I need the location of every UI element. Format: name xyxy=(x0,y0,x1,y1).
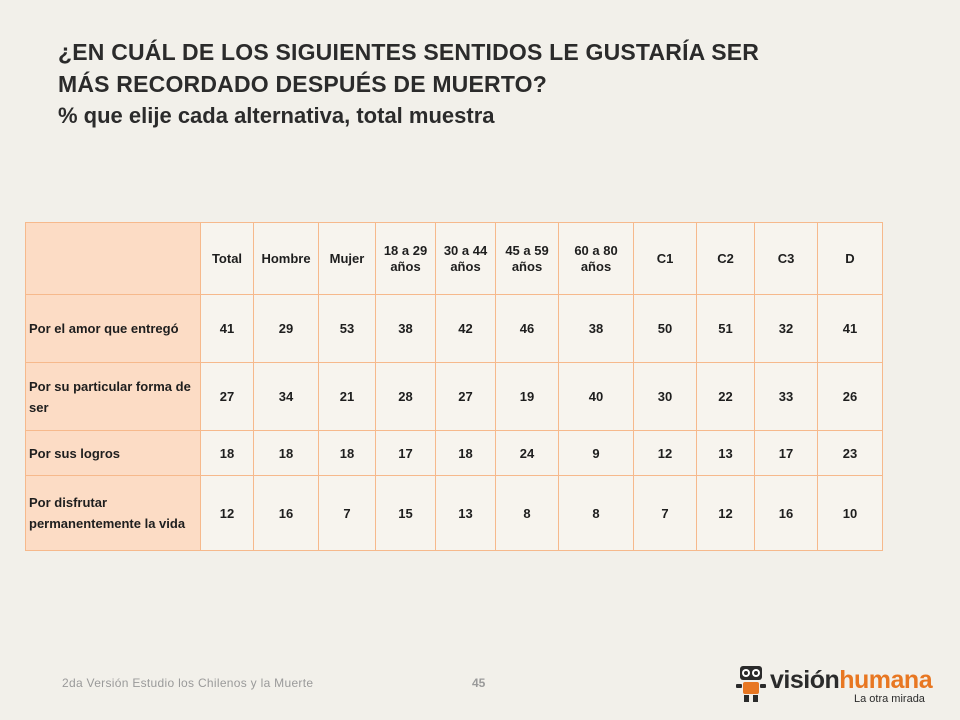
table-row: Por sus logros 18 18 18 17 18 24 9 12 13… xyxy=(25,430,883,476)
column-header: 60 a 80 años xyxy=(558,222,634,295)
table-cell: 26 xyxy=(817,362,883,431)
table-corner-cell xyxy=(25,222,201,295)
column-header: C2 xyxy=(696,222,755,295)
table-cell: 40 xyxy=(558,362,634,431)
table-cell: 24 xyxy=(495,430,559,476)
table-cell: 32 xyxy=(754,294,818,363)
table-cell: 46 xyxy=(495,294,559,363)
row-label: Por disfrutar permanentemente la vida xyxy=(25,475,201,551)
table-cell: 19 xyxy=(495,362,559,431)
visionhumana-logo: visiónhumana La otra mirada xyxy=(732,662,933,708)
table-cell: 18 xyxy=(435,430,496,476)
results-table: Total Hombre Mujer 18 a 29 años 30 a 44 … xyxy=(25,222,883,551)
table-cell: 23 xyxy=(817,430,883,476)
table-cell: 29 xyxy=(253,294,319,363)
column-header: Hombre xyxy=(253,222,319,295)
table-cell: 7 xyxy=(633,475,697,551)
table-cell: 21 xyxy=(318,362,376,431)
table-cell: 30 xyxy=(633,362,697,431)
footer-study-name: 2da Versión Estudio los Chilenos y la Mu… xyxy=(62,676,314,690)
table-cell: 13 xyxy=(696,430,755,476)
slide-title: ¿EN CUÁL DE LOS SIGUIENTES SENTIDOS LE G… xyxy=(58,36,918,132)
table-cell: 42 xyxy=(435,294,496,363)
table-cell: 17 xyxy=(754,430,818,476)
page-number: 45 xyxy=(472,676,486,690)
table-cell: 10 xyxy=(817,475,883,551)
brand-name-part1: visión xyxy=(770,666,840,694)
column-header: 45 a 59 años xyxy=(495,222,559,295)
table-cell: 16 xyxy=(253,475,319,551)
table-cell: 18 xyxy=(200,430,254,476)
row-label: Por sus logros xyxy=(25,430,201,476)
brand-name: visiónhumana xyxy=(770,666,933,694)
table-cell: 33 xyxy=(754,362,818,431)
table-cell: 12 xyxy=(200,475,254,551)
table-cell: 18 xyxy=(253,430,319,476)
title-subtitle: % que elije cada alternativa, total mues… xyxy=(58,103,495,128)
robot-mascot-icon xyxy=(736,666,766,702)
table-cell: 12 xyxy=(633,430,697,476)
column-header: C1 xyxy=(633,222,697,295)
column-header: 30 a 44 años xyxy=(435,222,496,295)
column-header: C3 xyxy=(754,222,818,295)
table-cell: 27 xyxy=(200,362,254,431)
row-label: Por el amor que entregó xyxy=(25,294,201,363)
column-header: D xyxy=(817,222,883,295)
table-cell: 53 xyxy=(318,294,376,363)
table-cell: 17 xyxy=(375,430,436,476)
table-cell: 13 xyxy=(435,475,496,551)
table-cell: 7 xyxy=(318,475,376,551)
table-cell: 8 xyxy=(558,475,634,551)
table-cell: 8 xyxy=(495,475,559,551)
table-cell: 34 xyxy=(253,362,319,431)
table-cell: 28 xyxy=(375,362,436,431)
title-line-1: ¿EN CUÁL DE LOS SIGUIENTES SENTIDOS LE G… xyxy=(58,39,760,65)
table-cell: 15 xyxy=(375,475,436,551)
title-line-2: MÁS RECORDADO DESPUÉS DE MUERTO? xyxy=(58,71,548,97)
table-row: Por el amor que entregó 41 29 53 38 42 4… xyxy=(25,294,883,363)
table-cell: 38 xyxy=(558,294,634,363)
row-label: Por su particular forma de ser xyxy=(25,362,201,431)
table-cell: 50 xyxy=(633,294,697,363)
brand-name-part2: humana xyxy=(839,666,933,694)
column-header: 18 a 29 años xyxy=(375,222,436,295)
table-cell: 22 xyxy=(696,362,755,431)
table-header-row: Total Hombre Mujer 18 a 29 años 30 a 44 … xyxy=(25,222,883,295)
table-cell: 9 xyxy=(558,430,634,476)
table-cell: 27 xyxy=(435,362,496,431)
table-cell: 41 xyxy=(200,294,254,363)
table-row: Por su particular forma de ser 27 34 21 … xyxy=(25,362,883,431)
column-header: Mujer xyxy=(318,222,376,295)
table-cell: 16 xyxy=(754,475,818,551)
table-cell: 38 xyxy=(375,294,436,363)
table-cell: 18 xyxy=(318,430,376,476)
table-cell: 12 xyxy=(696,475,755,551)
table-row: Por disfrutar permanentemente la vida 12… xyxy=(25,475,883,551)
table-cell: 51 xyxy=(696,294,755,363)
column-header: Total xyxy=(200,222,254,295)
table-cell: 41 xyxy=(817,294,883,363)
brand-tagline: La otra mirada xyxy=(854,693,925,705)
